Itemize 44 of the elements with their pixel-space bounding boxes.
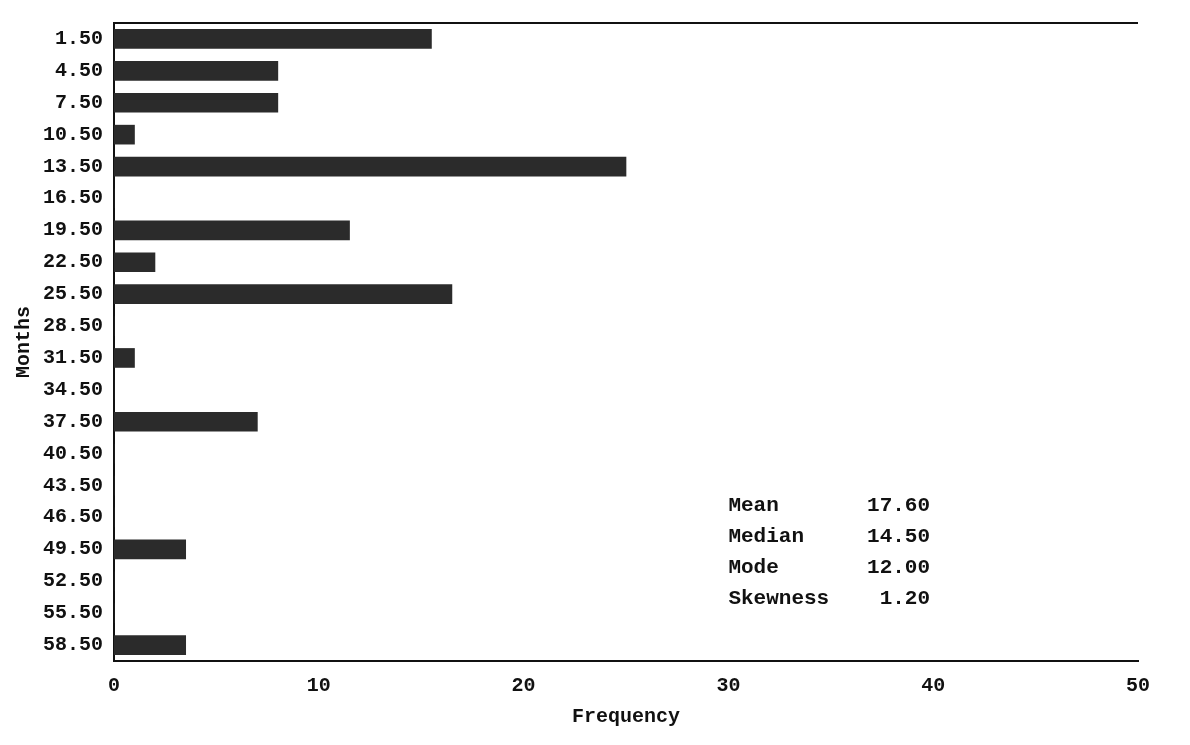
y-axis-title: Months: [12, 305, 36, 379]
bar: [114, 411, 258, 432]
annotation: Mode 12.00: [728, 556, 931, 580]
x-tick-label: 50: [1125, 674, 1151, 698]
bar: [114, 156, 627, 177]
y-tick-label: 55.50: [42, 601, 104, 625]
bar: [114, 29, 432, 49]
x-tick-label: 20: [511, 674, 536, 698]
y-tick-label: 13.50: [42, 154, 104, 178]
x-tick-label: 40: [921, 674, 946, 698]
y-tick-label: 4.50: [54, 58, 104, 82]
y-tick-label: 43.50: [42, 473, 104, 497]
y-tick-label: 19.50: [42, 218, 104, 242]
y-tick-label: 31.50: [42, 345, 104, 369]
bar: [114, 284, 453, 304]
y-tick-label: 37.50: [42, 409, 104, 433]
y-tick-label: 16.50: [42, 186, 104, 210]
bar: [114, 61, 279, 81]
bar: [114, 539, 187, 560]
bar: [114, 92, 279, 113]
y-tick-label: 49.50: [42, 537, 104, 561]
bar: [114, 348, 135, 368]
bar: [114, 124, 135, 145]
y-tick-label: 7.50: [54, 90, 104, 114]
y-tick-label: 52.50: [42, 569, 104, 593]
annotation: Skewness 1.20: [728, 587, 931, 611]
y-tick-label: 34.50: [42, 377, 104, 401]
y-tick-label: 22.50: [42, 250, 104, 274]
x-tick-label: 30: [716, 674, 741, 698]
y-tick-label: 40.50: [42, 441, 104, 465]
x-axis-title: Frequency: [571, 705, 681, 729]
y-tick-label: 58.50: [42, 633, 104, 657]
y-tick-label: 10.50: [42, 122, 104, 146]
x-tick-label: 10: [306, 674, 331, 698]
y-tick-label: 46.50: [42, 505, 104, 529]
bar: [114, 252, 156, 273]
y-tick-label: 25.50: [42, 282, 104, 306]
x-tick-label: 0: [108, 674, 121, 698]
bar: [114, 635, 187, 655]
bar: [114, 220, 350, 241]
y-tick-label: 1.50: [54, 26, 104, 50]
annotation: Median 14.50: [728, 525, 931, 549]
y-tick-label: 28.50: [42, 314, 104, 338]
annotation: Mean 17.60: [728, 494, 931, 518]
